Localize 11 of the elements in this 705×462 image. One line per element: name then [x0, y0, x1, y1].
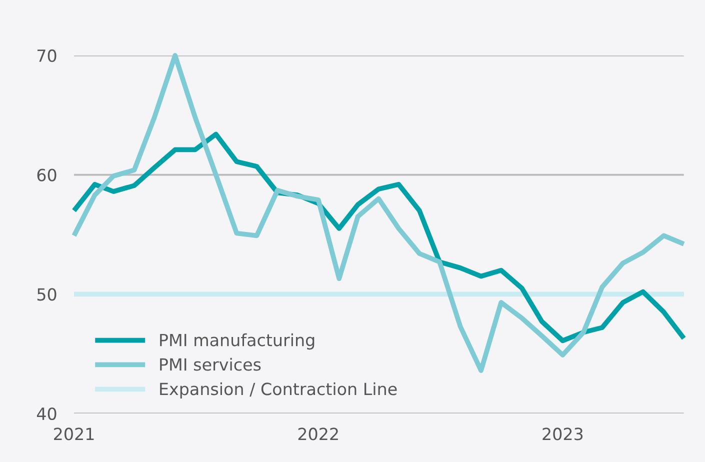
y-tick-label: 70 — [38, 49, 56, 62]
y-tick-label: 50 — [37, 288, 56, 301]
legend-label: PMI manufacturing — [160, 333, 314, 350]
legend-label: PMI services — [160, 358, 261, 371]
line-series — [72, 53, 686, 373]
y-tick-label: 60 — [37, 168, 56, 182]
x-tick-label: 2021 — [54, 428, 94, 440]
x-tick-label: 2023 — [542, 428, 583, 440]
x-tick-label: 2022 — [298, 428, 338, 440]
y-tick-label: 40 — [36, 407, 56, 420]
legend-label: Expansion / Contraction Line — [160, 382, 397, 398]
